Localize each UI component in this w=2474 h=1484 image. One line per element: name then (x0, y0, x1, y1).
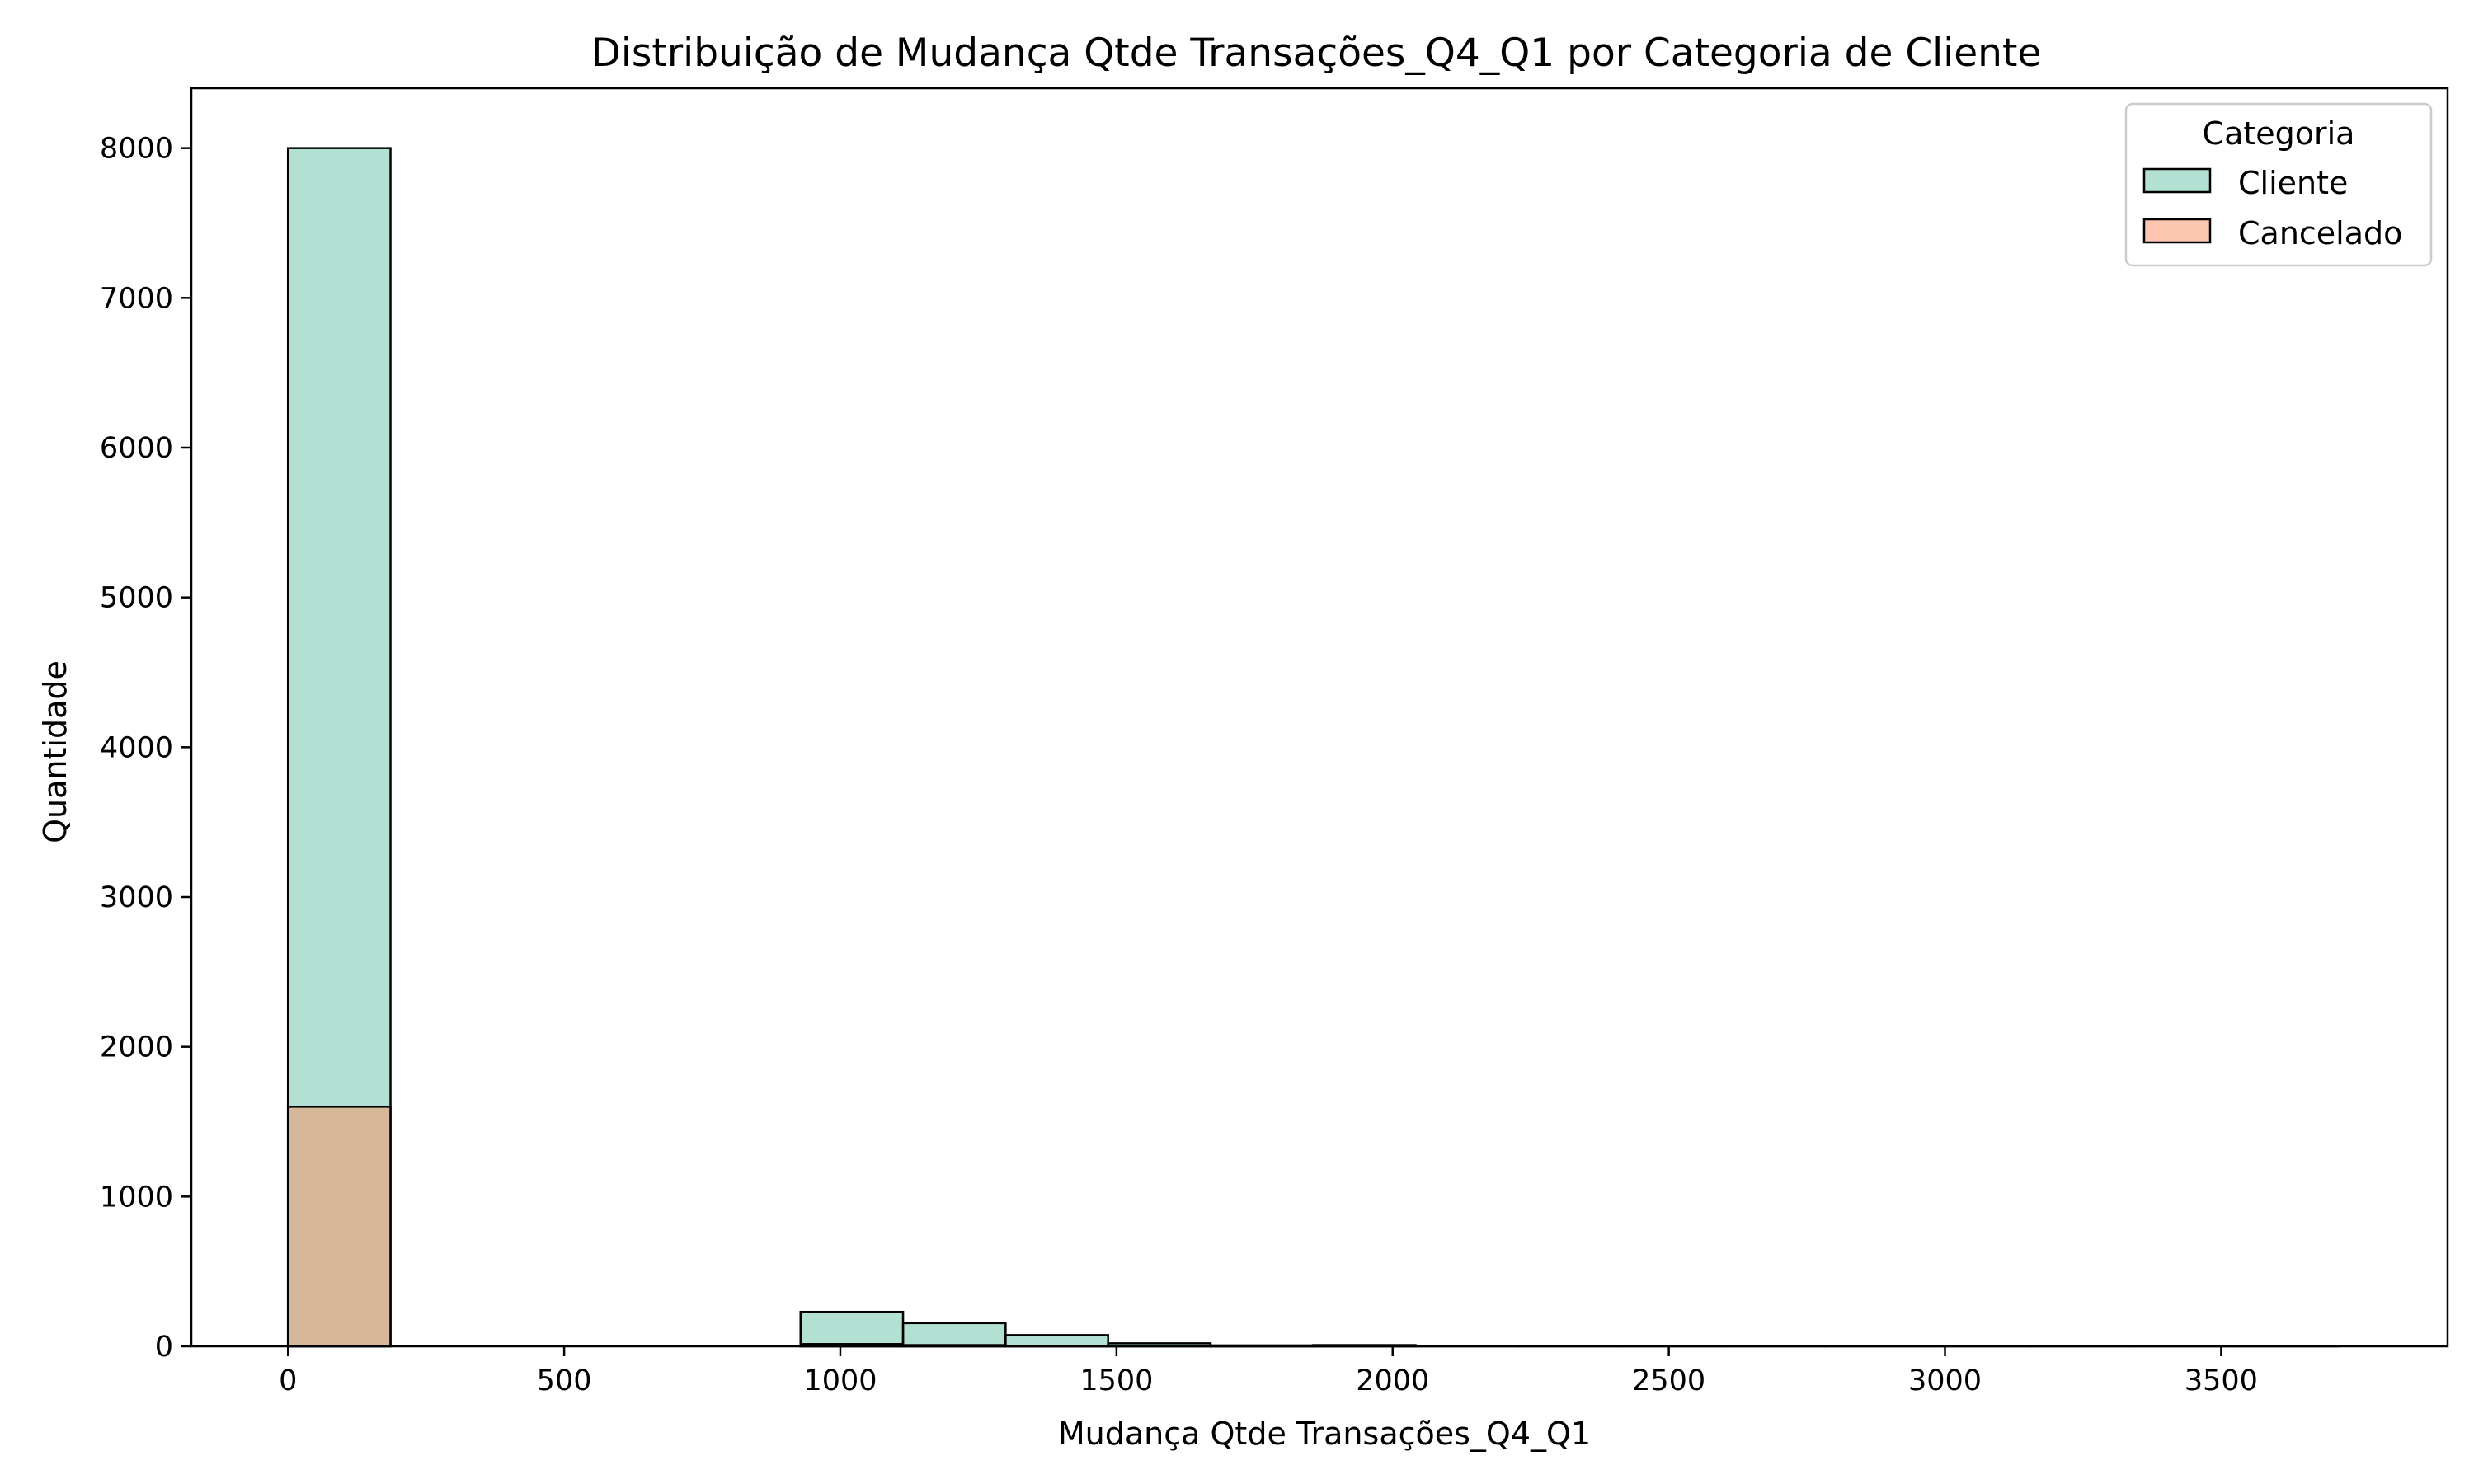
y-tick-label-3000: 3000 (100, 881, 173, 914)
bar-cliente-7 (1004, 1334, 1109, 1348)
legend-title: Categoria (2203, 115, 2355, 152)
y-tick-label-0: 0 (155, 1331, 173, 1364)
y-tick-label-1000: 1000 (100, 1181, 173, 1214)
y-tick-label-2000: 2000 (100, 1031, 173, 1064)
legend-label-cancelado: Cancelado (2238, 215, 2402, 251)
y-tick-label-4000: 4000 (100, 731, 173, 764)
plot-area-frame (190, 87, 2449, 1348)
x-tick-label-1500: 1500 (1079, 1364, 1153, 1397)
legend-swatch-cliente (2142, 167, 2212, 194)
y-axis-title: Quantidade (37, 660, 73, 843)
x-tick-label-2500: 2500 (1632, 1364, 1705, 1397)
y-tick-label-6000: 6000 (100, 432, 173, 465)
bar-cancelado-0 (286, 1106, 392, 1348)
x-tick-label-3500: 3500 (2185, 1364, 2258, 1397)
x-tick-label-500: 500 (537, 1364, 592, 1397)
y-tick-label-5000: 5000 (100, 582, 173, 615)
legend: Categoria Cliente Cancelado (2124, 102, 2433, 267)
chart-title: Distribuição de Mudança Qtde Transações_… (591, 31, 2042, 76)
legend-swatch-cancelado (2142, 218, 2212, 244)
x-tick-label-0: 0 (279, 1364, 297, 1397)
legend-label-cliente: Cliente (2238, 165, 2348, 201)
x-tick-label-2000: 2000 (1356, 1364, 1429, 1397)
x-axis-title: Mudança Qtde Transações_Q4_Q1 (1058, 1416, 1591, 1452)
bar-cliente-5 (799, 1310, 905, 1348)
y-tick-label-7000: 7000 (100, 282, 173, 315)
y-tick-label-8000: 8000 (100, 133, 173, 166)
bar-cliente-6 (901, 1322, 1007, 1348)
x-tick-label-3000: 3000 (1908, 1364, 1982, 1397)
axes-layer: 0 500 1000 1500 2000 2500 3000 3500 0 1000 2000 300… (100, 133, 2258, 1397)
x-tick-label-1000: 1000 (803, 1364, 877, 1397)
